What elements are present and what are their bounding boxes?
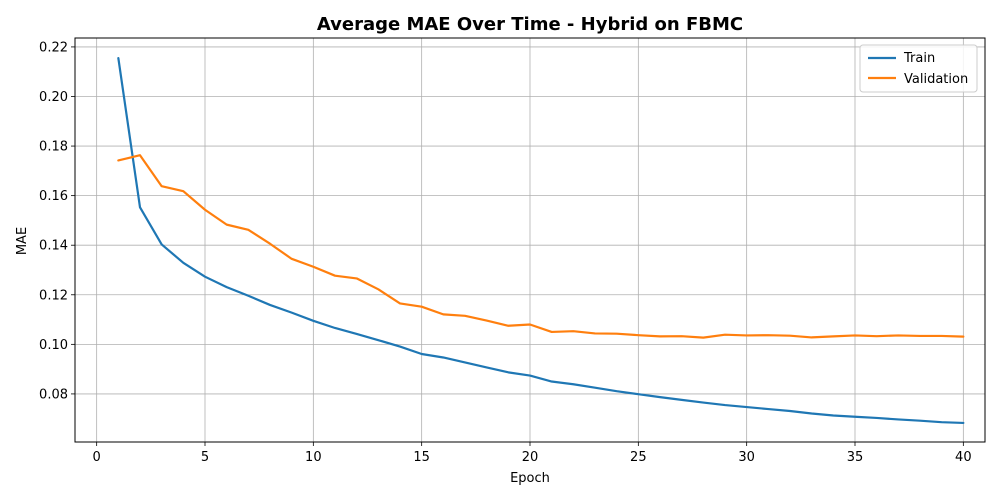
tick-layer: 0 5 10 15 20 25 30 35 40 0.08 0.10 0.12 0.14 0.16 0.18… [39, 40, 972, 465]
y-tick-label: 0.14 [39, 239, 68, 254]
x-tick-label: 30 [738, 450, 755, 465]
y-tick-label: 0.10 [39, 338, 68, 353]
series-line-train [117, 56, 965, 425]
x-tick-label: 20 [522, 450, 539, 465]
y-tick-label: 0.18 [39, 140, 68, 155]
x-tick-label: 35 [847, 450, 864, 465]
y-tick-label: 0.22 [39, 40, 68, 55]
legend-label-train: Train [903, 51, 935, 66]
x-axis-label: Epoch [510, 471, 550, 486]
legend: Train Validation [859, 44, 978, 93]
x-tick-label: 15 [413, 450, 430, 465]
legend-box [859, 44, 978, 93]
y-tick-label: 0.12 [39, 288, 68, 303]
series-line-validation [117, 154, 965, 339]
x-tick-label: 25 [630, 450, 647, 465]
chart-title: Average MAE Over Time - Hybrid on FBMC [317, 14, 743, 35]
x-tick-label: 0 [93, 450, 101, 465]
y-tick-label: 0.08 [39, 387, 68, 402]
grid-layer [75, 38, 985, 442]
series-layer [117, 56, 965, 425]
x-tick-label: 5 [201, 450, 209, 465]
x-tick-label: 40 [955, 450, 972, 465]
x-tick-label: 10 [305, 450, 322, 465]
legend-label-validation: Validation [904, 72, 968, 87]
y-tick-label: 0.20 [39, 90, 68, 105]
y-tick-label: 0.16 [39, 189, 68, 204]
y-axis-label: MAE [15, 227, 30, 255]
